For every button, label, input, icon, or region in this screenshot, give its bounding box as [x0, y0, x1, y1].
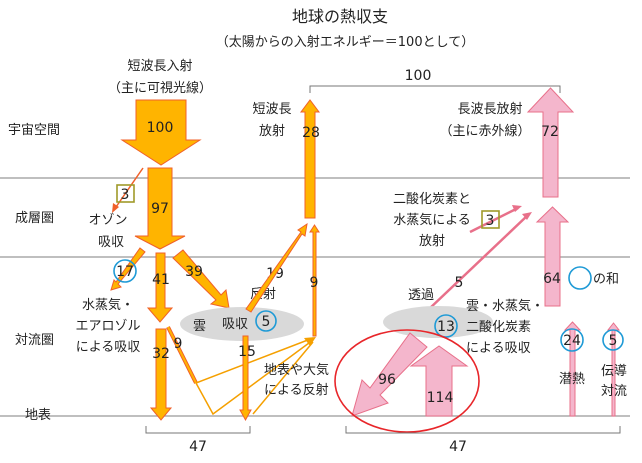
- arrow-co2-emit: [469, 206, 519, 234]
- arrow-32: [149, 328, 173, 421]
- value-100: 100: [147, 120, 174, 136]
- arrow-incoming-97: [134, 167, 186, 250]
- cloud-shape: [180, 307, 304, 341]
- arrow-28: [300, 99, 320, 219]
- cloud-absorb-label: 吸収: [222, 317, 248, 332]
- arrow-incoming-100: [120, 99, 202, 166]
- convection-label1: 伝導: [601, 364, 627, 379]
- transmit-label: 透過: [408, 288, 434, 303]
- value-9-scatter: 9: [174, 336, 183, 352]
- greenhouse-circle: [434, 314, 458, 338]
- arrow-surface-emit-114: [409, 345, 469, 417]
- arrow-9-up: [309, 224, 320, 337]
- ozone-label2: 吸収: [98, 235, 124, 250]
- shortwave-out-label2: 放射: [259, 123, 285, 139]
- bottom-total-right: 47: [449, 439, 467, 455]
- surface-reflection-lines: [195, 337, 314, 416]
- layer-stratosphere: 成層圏: [15, 211, 54, 226]
- latent-label: 潜熱: [559, 372, 585, 387]
- transmit-value: 5: [455, 275, 464, 291]
- shortwave-out-label1: 短波長: [252, 102, 291, 117]
- co2-label3: 放射: [419, 233, 445, 249]
- arrow-39: [172, 249, 230, 309]
- value-41: 41: [152, 272, 170, 288]
- highlight-ellipse: [334, 329, 480, 433]
- convection-value: 5: [609, 333, 618, 349]
- convection-label2: 対流: [601, 384, 627, 399]
- bottom-bracket-right: [345, 426, 621, 434]
- arrow-19: [245, 222, 308, 313]
- co2-label2: 水蒸気による: [393, 212, 471, 228]
- cloud-absorb-circle: [255, 310, 277, 332]
- aerosol-label2: エアロゾル: [75, 319, 140, 334]
- layer-troposphere: 対流圏: [15, 333, 54, 348]
- value-15: 15: [238, 344, 256, 360]
- ozone-value-box: [116, 184, 135, 203]
- arrow-transmit-head: [522, 212, 532, 220]
- value-64: 64: [543, 271, 561, 287]
- value-28: 28: [302, 125, 320, 141]
- arrow-ozone-head: [112, 203, 119, 213]
- arrow-9-diagonal-fill: [167, 326, 197, 384]
- arrow-15: [239, 335, 252, 422]
- ozone-label: オゾン: [88, 213, 127, 228]
- surface-reflection-head: [304, 337, 316, 346]
- aerosol-label3: による吸収: [76, 340, 141, 355]
- cloud-absorb-value: 5: [262, 314, 271, 330]
- surface-reflect-label1: 地表や大気: [264, 362, 329, 378]
- layer-surface: 地表: [25, 408, 51, 423]
- value-9-up: 9: [310, 275, 319, 291]
- convection-circle: [602, 329, 624, 351]
- surface-reflect-label2: による反射: [264, 382, 329, 398]
- shortwave-in-label: 短波長入射: [127, 58, 192, 74]
- ozone-value: 3: [121, 187, 130, 203]
- value-97: 97: [151, 201, 169, 217]
- co2-value: 3: [486, 213, 495, 229]
- arrow-41: [146, 252, 174, 323]
- longwave-out-label2: （主に赤外線）: [439, 123, 530, 139]
- arrow-transmit: [427, 214, 529, 311]
- greenhouse-label3: による吸収: [466, 341, 531, 356]
- sum-circle: [568, 266, 592, 290]
- bottom-bracket-left: [145, 426, 251, 434]
- top-total-value: 100: [405, 68, 432, 84]
- subtitle: （太陽からの入射エネルギー＝100として）: [216, 34, 474, 50]
- latent-circle: [560, 328, 584, 352]
- value-96: 96: [378, 372, 396, 388]
- cloud-label: 雲: [193, 319, 206, 334]
- arrow-co2-emit-head: [512, 205, 522, 212]
- co2-label1: 二酸化炭素と: [393, 192, 471, 207]
- greenhouse-label2: 二酸化炭素: [466, 320, 531, 335]
- bottom-total-left: 47: [189, 439, 207, 455]
- arrow-72: [526, 87, 575, 198]
- greenhouse-value: 13: [437, 319, 455, 335]
- value-39: 39: [185, 264, 203, 280]
- sum-label: の和: [593, 272, 619, 287]
- value-72: 72: [541, 124, 559, 140]
- latent-value: 24: [563, 333, 581, 349]
- arrow-aerosol-17: [110, 247, 146, 291]
- layer-space: 宇宙空間: [8, 123, 60, 138]
- arrow-back-radiation-96: [351, 332, 428, 417]
- longwave-out-label1: 長波長放射: [457, 101, 522, 117]
- aerosol-value-circle: [113, 259, 137, 283]
- arrow-64: [535, 206, 570, 307]
- greenhouse-label1: 雲・水蒸気・: [466, 298, 544, 314]
- shortwave-in-sublabel: （主に可視光線）: [108, 80, 212, 96]
- top-bracket: [309, 85, 561, 93]
- title: 地球の熱収支: [292, 7, 388, 26]
- value-32: 32: [152, 346, 170, 362]
- arrow-ozone: [115, 167, 144, 208]
- aerosol-value: 17: [116, 264, 134, 280]
- value-114: 114: [427, 390, 454, 406]
- aerosol-label1: 水蒸気・: [82, 297, 134, 313]
- co2-value-box: [481, 210, 500, 229]
